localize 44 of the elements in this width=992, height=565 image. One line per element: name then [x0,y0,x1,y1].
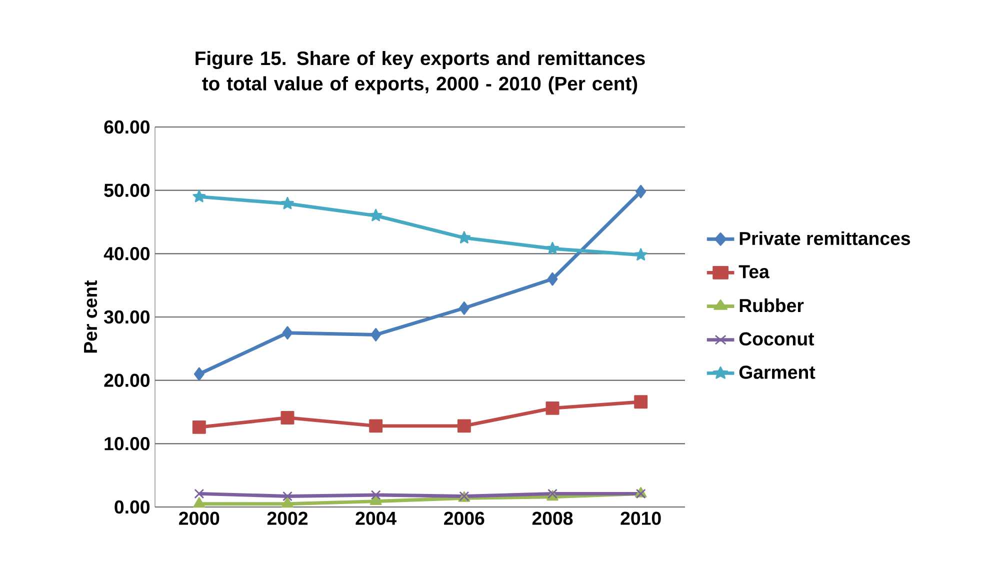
y-tick-label: 30.00 [104,310,150,324]
point [636,184,646,198]
point [369,208,382,222]
x-tick-label: 2000 [179,512,220,525]
point [192,190,206,202]
point [281,196,294,210]
point [194,367,204,381]
x-tick-label: 2010 [620,512,661,525]
point [370,494,382,506]
x-tick-label: 2002 [267,512,308,525]
y-tick-label: 20.00 [104,374,150,387]
legend-label: Private remittances [740,231,910,246]
x-tick-label: 2004 [356,512,396,525]
legend-label: Tea [738,265,770,278]
x-tick-label: 2006 [444,512,484,525]
y-tick-label: 40.00 [104,247,150,260]
legend-label: Coconut [739,332,814,346]
point [282,497,294,508]
point [370,490,381,500]
point [546,242,559,254]
y-tick-label: 50.00 [104,184,150,197]
point [282,491,292,502]
point [546,401,560,415]
point [282,326,293,340]
point [634,248,648,261]
point [458,301,470,315]
legend-label: Garment [739,366,816,379]
point [193,497,206,508]
point [634,395,648,409]
point [194,488,204,499]
y-tick-label: 0.00 [114,500,150,514]
point [458,231,471,244]
point [457,419,471,433]
chart-title: Figure 15. Share of key exports and remittances to total value of exports, 2000 - 2010 (Per cent) [196,50,645,94]
y-tick-label: 10.00 [104,437,150,450]
point [547,272,558,286]
point [280,410,294,424]
y-axis-title: Per cent [84,280,98,353]
point [369,419,383,433]
point [370,328,382,342]
legend-label: Rubber [740,298,804,312]
point [192,420,206,434]
y-tick-label: 60.00 [104,120,150,134]
x-tick-label: 2008 [532,512,573,525]
